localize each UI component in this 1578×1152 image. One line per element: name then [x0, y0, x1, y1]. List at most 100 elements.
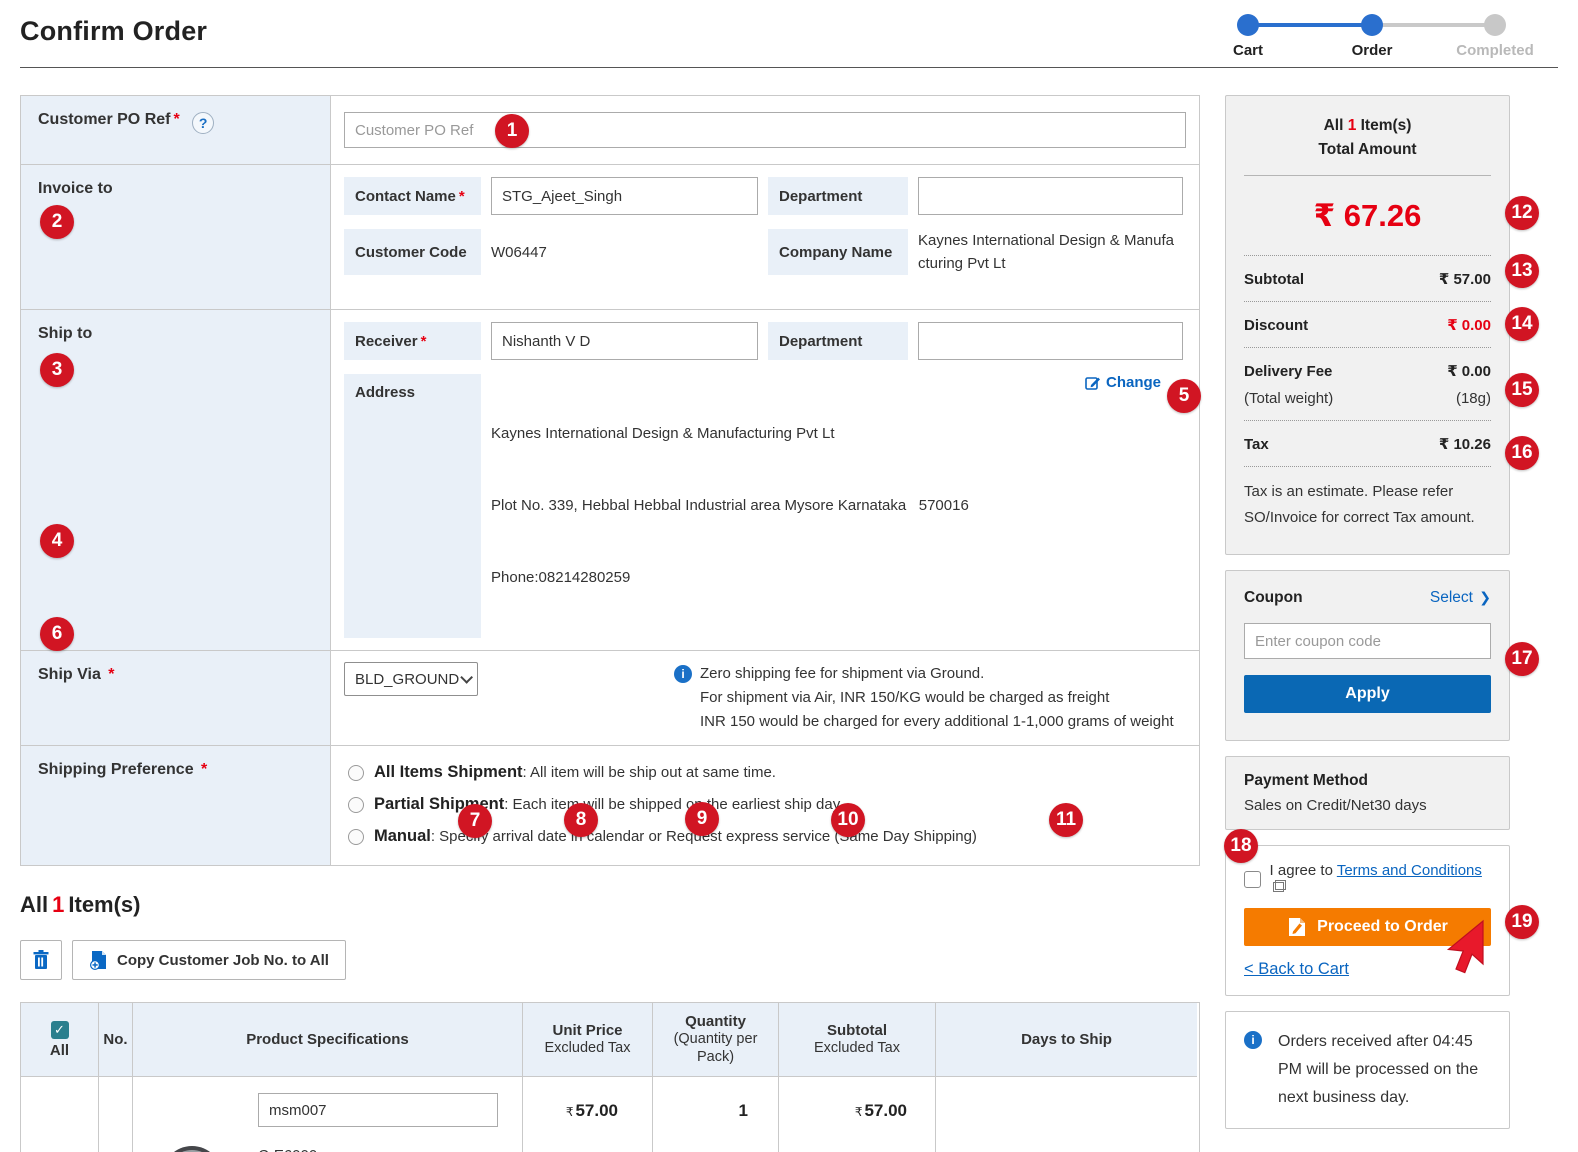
ship-via-fields: BLD_GROUND i Zero shipping fee for shipm… [331, 651, 1199, 745]
header-no: No. [99, 1003, 133, 1077]
subtotal-row: Subtotal ₹ 57.00 [1244, 255, 1491, 301]
radio-description: : All item will be ship out at same time… [522, 764, 776, 781]
ship-via-row: Ship Via * BLD_GROUND i Zero shipping fe… [21, 650, 1199, 745]
po-ref-field-cell [331, 96, 1199, 164]
select-all-checkbox[interactable]: ✓ [50, 1020, 69, 1039]
address-label: Address [344, 374, 481, 638]
page-title: Confirm Order [20, 16, 208, 46]
row-subtotal-cell: ₹57.00 [779, 1077, 936, 1152]
items-heading: All 1 Item(s) [20, 892, 141, 917]
back-to-cart-link[interactable]: < Back to Cart [1244, 960, 1350, 978]
ship-via-info-line-3: INR 150 would be charged for every addit… [700, 713, 1174, 730]
stepper-line-done [1248, 23, 1373, 27]
contact-name-input[interactable] [491, 177, 758, 215]
delete-selected-button[interactable] [20, 940, 62, 980]
radio-label: Manual [374, 827, 431, 845]
shipping-preference-label: Shipping Preference * [21, 746, 331, 865]
chevron-down-icon [460, 670, 473, 684]
trash-icon [33, 950, 49, 969]
contact-name-label: Contact Name * [344, 177, 481, 215]
radio-description: : Each item will be shipped on the earli… [504, 796, 841, 813]
payment-method-value: Sales on Credit/Net30 days [1244, 797, 1427, 814]
order-form: Customer PO Ref* ? Invoice to Contact Na… [20, 95, 1200, 866]
ship-via-info-line-1: Zero shipping fee for shipment via Groun… [700, 665, 985, 682]
ship-via-info-line-2: For shipment via Air, INR 150/KG would b… [700, 689, 1110, 706]
ship-department-input[interactable] [918, 322, 1183, 360]
address-line-2: Plot No. 339, Hebbal Hebbal Industrial a… [491, 497, 969, 514]
annotation-badge-1: 1 [495, 114, 529, 148]
order-cutoff-notice: Orders received after 04:45 PM will be p… [1278, 1033, 1479, 1106]
annotation-badge-5: 5 [1167, 379, 1201, 413]
copy-job-no-label: Copy Customer Job No. to All [117, 951, 329, 969]
radio-option-all-items[interactable]: All Items Shipment: All item will be shi… [348, 763, 1199, 782]
coupon-select-link[interactable]: Select ❯ [1429, 589, 1491, 606]
row-days-to-ship-cell [936, 1077, 1197, 1152]
annotation-badge-14: 14 [1505, 307, 1539, 341]
tax-row: Tax ₹ 10.26 [1244, 420, 1491, 466]
summary-items-line: All 1 Item(s) [1323, 117, 1412, 134]
radio-icon[interactable] [348, 764, 364, 781]
coupon-title: Coupon [1244, 589, 1303, 606]
address-row: Address Kaynes International Design & Ma… [344, 374, 1183, 638]
unit-price-value: 57.00 [575, 1101, 618, 1120]
payment-method-title: Payment Method [1244, 772, 1369, 789]
receiver-input[interactable] [491, 322, 758, 360]
address-line-1: Kaynes International Design & Manufactur… [491, 425, 835, 442]
page-header: Confirm Order Cart Order Completed [20, 0, 1558, 68]
terms-and-conditions-link[interactable]: Terms and Conditions [1336, 862, 1482, 879]
annotation-badge-15: 15 [1505, 373, 1539, 407]
company-name-label: Company Name [768, 229, 908, 275]
annotation-badge-8: 8 [564, 803, 598, 837]
change-address-link[interactable]: Change [1085, 374, 1161, 391]
terms-checkbox[interactable] [1244, 870, 1261, 888]
help-icon[interactable]: ? [192, 112, 215, 134]
annotation-badge-10: 10 [831, 803, 865, 837]
receiver-label: Receiver * [344, 322, 481, 360]
address-value: Kaynes International Design & Manufactur… [491, 374, 969, 638]
divider [1244, 175, 1491, 176]
step-label-cart: Cart [1232, 42, 1263, 59]
step-dot-order [1361, 14, 1383, 36]
invoice-to-row: Invoice to Contact Name* Department Cust… [21, 164, 1199, 309]
annotation-badge-7: 7 [458, 804, 492, 838]
proceed-to-order-button[interactable]: Proceed to Order [1244, 908, 1491, 946]
ship-via-select[interactable]: BLD_GROUND [344, 662, 478, 696]
ship-to-row: Ship to Receiver* Department Address [21, 309, 1199, 650]
part-number: C-E6000 [258, 1144, 440, 1152]
chevron-right-icon: ❯ [1479, 589, 1491, 605]
step-dot-cart [1237, 14, 1259, 36]
info-icon: i [1244, 1031, 1262, 1049]
coupon-box: Coupon Select ❯ Apply [1225, 570, 1510, 741]
delivery-fee-row: Delivery Fee ₹ 0.00 [1244, 347, 1491, 390]
shipping-fee-info: i Zero shipping fee for shipment via Gro… [674, 662, 1186, 734]
items-table: ✓ All No. Product Specifications Unit Pr… [20, 1002, 1200, 1152]
company-name-value: Kaynes International Design & Manufactur… [918, 232, 1174, 272]
stepper-line-pending [1372, 23, 1497, 27]
coupon-code-input[interactable] [1244, 623, 1491, 659]
annotation-badge-13: 13 [1505, 254, 1539, 288]
invoice-department-input[interactable] [918, 177, 1183, 215]
radio-icon[interactable] [348, 796, 364, 813]
customer-job-no-input[interactable] [258, 1093, 498, 1127]
ship-via-selected-value: BLD_GROUND [355, 670, 460, 688]
customer-code-label: Customer Code [344, 229, 481, 275]
ship-department-label: Department [768, 322, 908, 360]
header-unit-price: Unit Price Excluded Tax [523, 1003, 653, 1077]
annotation-badge-17: 17 [1505, 642, 1539, 676]
header-select-all: ✓ All [21, 1003, 99, 1077]
required-asterisk: * [420, 332, 427, 350]
order-form-column: Customer PO Ref* ? Invoice to Contact Na… [20, 95, 1200, 1152]
customer-code-value: W06447 [491, 243, 547, 261]
proceed-to-order-label: Proceed to Order [1317, 918, 1448, 935]
items-count: 1 [52, 892, 65, 917]
shipping-preference-row: Shipping Preference * All Items Shipment… [21, 745, 1199, 865]
po-ref-input[interactable] [344, 112, 1186, 148]
row-quantity-cell: 1 [653, 1077, 779, 1152]
copy-job-no-button[interactable]: Copy Customer Job No. to All [72, 940, 346, 980]
radio-icon[interactable] [348, 828, 364, 845]
row-select-cell: ✓ [21, 1077, 99, 1152]
apply-coupon-button[interactable]: Apply [1244, 675, 1491, 713]
order-summary-sidebar: All 1 Item(s) Total Amount ₹ 67.26 Subto… [1225, 95, 1510, 1144]
agree-text: I agree to Terms and Conditions [1270, 862, 1491, 896]
header-days-to-ship: Days to Ship [936, 1003, 1197, 1077]
